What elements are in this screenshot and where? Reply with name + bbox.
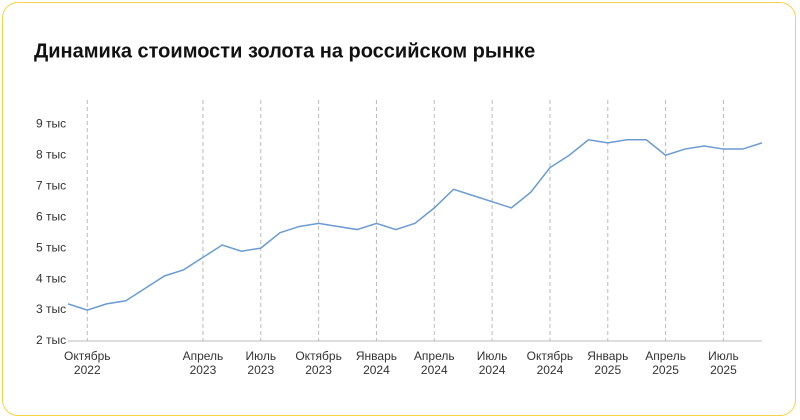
x-tick-label: 2023 — [247, 363, 274, 377]
x-tick-label: 2024 — [537, 363, 564, 377]
x-tick-label: Октябрь — [527, 349, 574, 363]
y-tick-label: 6 тыс — [36, 209, 66, 223]
y-tick-label: 2 тыс — [36, 333, 66, 347]
x-tick-label: Июль — [477, 349, 508, 363]
y-tick-label: 3 тыс — [36, 302, 66, 316]
x-tick-label: Июль — [245, 349, 276, 363]
chart-title: Динамика стоимости золота на российском … — [34, 40, 535, 62]
x-tick-label: Июль — [708, 349, 739, 363]
y-tick-label: 7 тыс — [36, 178, 66, 192]
line-series — [67, 138, 763, 311]
x-tick-label: 2024 — [421, 363, 448, 377]
x-tick-label: Январь — [587, 349, 628, 363]
x-tick-label: Апрель — [645, 349, 686, 363]
card — [2, 2, 796, 416]
x-tick-label: Октябрь — [64, 349, 111, 363]
y-tick-label: 8 тыс — [36, 147, 66, 161]
x-tick-label: 2025 — [710, 363, 737, 377]
x-tick-label: 2025 — [652, 363, 679, 377]
x-tick-label: Октябрь — [295, 349, 342, 363]
x-tick-label: Апрель — [183, 349, 224, 363]
x-tick-label: 2023 — [305, 363, 332, 377]
x-tick-label: 2023 — [190, 363, 217, 377]
x-tick-label: 2025 — [594, 363, 621, 377]
y-tick-label: 9 тыс — [36, 116, 66, 130]
x-tick-label: 2024 — [363, 363, 390, 377]
x-tick-label: Январь — [356, 349, 397, 363]
y-tick-label: 4 тыс — [36, 271, 66, 285]
y-tick-label: 5 тыс — [36, 240, 66, 254]
x-tick-label: 2024 — [479, 363, 506, 377]
x-tick-label: 2022 — [74, 363, 101, 377]
x-tick-label: Апрель — [414, 349, 455, 363]
